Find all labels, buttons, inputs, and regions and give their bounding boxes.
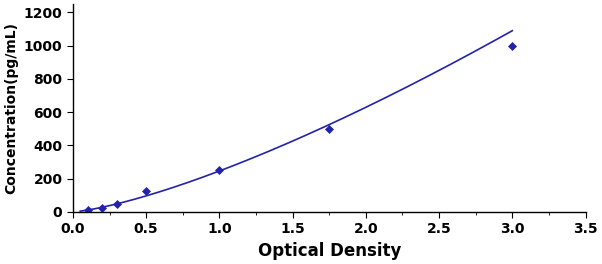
X-axis label: Optical Density: Optical Density	[258, 242, 401, 260]
Y-axis label: Concentration(pg/mL): Concentration(pg/mL)	[4, 22, 18, 194]
